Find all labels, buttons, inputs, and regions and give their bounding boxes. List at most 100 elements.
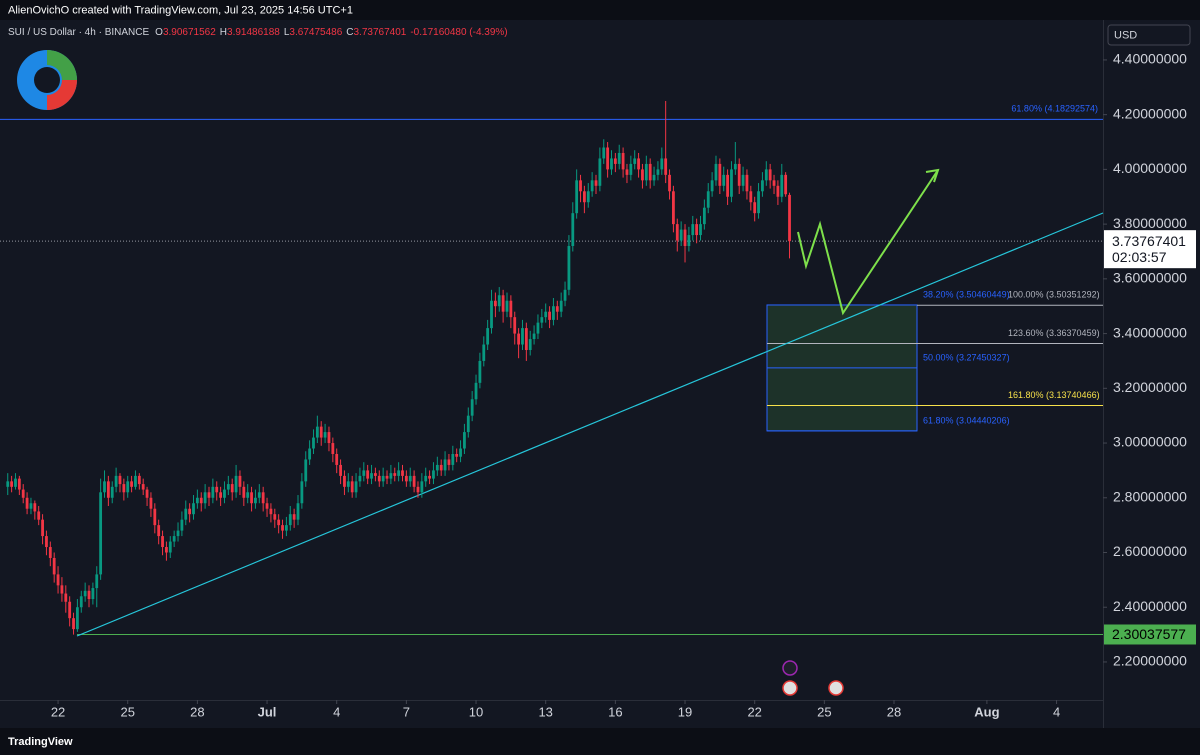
x-tick-label: 13 — [538, 704, 552, 719]
candle-body — [242, 486, 246, 498]
candle-body — [157, 525, 161, 537]
candle-body — [281, 525, 284, 531]
candle-body — [683, 229, 687, 247]
candle-body — [702, 207, 706, 225]
candle-body — [296, 503, 300, 520]
event-icon — [782, 660, 798, 676]
logo-segment — [47, 50, 77, 80]
candle-body — [385, 475, 389, 479]
candle-body — [745, 174, 749, 192]
logo-center — [34, 67, 60, 93]
ohlc-value: 3.73767401 — [354, 27, 407, 38]
candle-body — [21, 489, 25, 498]
candle-body — [64, 593, 68, 602]
fib-label: 61.80% (4.18292574) — [1011, 104, 1098, 114]
x-tick-label: 28 — [887, 704, 901, 719]
candle-body — [134, 475, 137, 487]
candle-body — [691, 224, 695, 236]
projection-arrowhead — [925, 168, 940, 183]
candle-body — [617, 152, 621, 164]
candle-body — [466, 415, 470, 433]
candle-body — [41, 519, 44, 537]
candle-body — [416, 486, 420, 493]
candle-body — [110, 486, 114, 498]
y-tick-label: 3.60000000 — [1113, 270, 1187, 286]
candle-body — [149, 497, 153, 509]
event-icon — [782, 680, 798, 696]
candle-body — [567, 246, 571, 290]
candle-body — [246, 492, 250, 498]
candle-body — [37, 511, 41, 520]
candle-body — [412, 475, 416, 487]
candle-body — [273, 514, 277, 520]
candle-body — [238, 475, 242, 487]
candle-body — [153, 508, 157, 526]
x-tick-label: 25 — [120, 704, 134, 719]
candle-body — [497, 295, 501, 307]
candle-body — [145, 489, 149, 498]
candle-body — [362, 470, 366, 476]
candle-body — [87, 590, 91, 600]
candle-body — [99, 492, 103, 575]
candle-body — [524, 328, 528, 350]
candle-body — [130, 481, 133, 487]
candle-body — [737, 163, 741, 186]
candle-body — [188, 508, 192, 515]
candle-body — [706, 191, 710, 208]
candle-body — [118, 475, 122, 485]
currency-box — [1107, 24, 1191, 46]
candle-body — [14, 478, 17, 487]
candle-body — [284, 525, 288, 531]
candle-body — [161, 536, 164, 548]
candle-body — [625, 169, 629, 175]
x-tick-label: 16 — [608, 704, 622, 719]
candle-body — [366, 470, 370, 479]
candle-body — [594, 180, 598, 186]
x-tick-label: 7 — [403, 704, 410, 719]
candle-body — [761, 180, 764, 192]
candle-body — [439, 464, 443, 471]
candle-body — [33, 503, 37, 512]
candle-body — [168, 541, 172, 553]
author-line: AlienOvichO created with TradingView.com… — [8, 4, 353, 16]
footer-bar — [0, 728, 1200, 755]
last-price-label: 3.73767401 — [1112, 233, 1186, 249]
candle-body — [331, 443, 335, 454]
brand: TradingView — [8, 736, 73, 748]
annotations-layer: 61.80% (4.18292574) 38.20% (3.50460449)10… — [0, 104, 1103, 635]
candle-body — [687, 235, 691, 247]
candle-body — [106, 481, 110, 498]
candle-body — [389, 473, 393, 479]
candle-body — [315, 426, 319, 438]
fib-label: 100.00% (3.50351292) — [1008, 290, 1100, 300]
candle-body — [730, 169, 733, 197]
candle-body — [192, 503, 195, 515]
x-tick-label: 4 — [1053, 704, 1060, 719]
candle-body — [552, 306, 555, 320]
y-tick-label: 3.40000000 — [1113, 324, 1187, 340]
candle-body — [470, 399, 474, 416]
y-tick-label: 2.80000000 — [1113, 488, 1187, 504]
candle-body — [339, 464, 342, 476]
candle-body — [401, 470, 404, 476]
event-icons — [782, 660, 844, 696]
candle-body — [768, 169, 772, 181]
y-tick-label: 4.40000000 — [1113, 51, 1187, 67]
candle-body — [250, 492, 253, 504]
candle-body — [733, 163, 737, 170]
candle-body — [381, 475, 385, 482]
candle-body — [199, 497, 203, 504]
x-tick-label: 25 — [817, 704, 831, 719]
fib-label: 123.60% (3.36370459) — [1008, 328, 1100, 338]
candle-body — [602, 147, 606, 159]
candle-body — [656, 169, 660, 175]
candle-body — [726, 174, 729, 197]
candle-body — [699, 224, 702, 236]
candle-body — [195, 497, 199, 504]
ohlc-key: C — [346, 27, 353, 38]
y-tick-label: 3.80000000 — [1113, 215, 1187, 231]
ohlc-key: H — [220, 27, 227, 38]
x-tick-label: 22 — [51, 704, 65, 719]
